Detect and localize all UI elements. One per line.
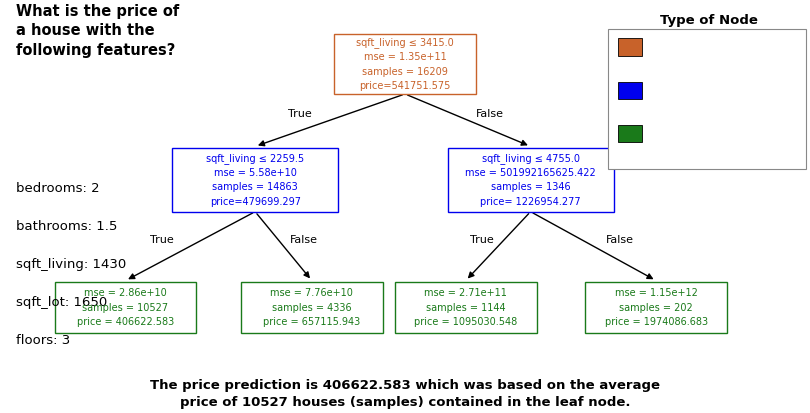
- FancyBboxPatch shape: [172, 148, 339, 211]
- Text: False: False: [606, 235, 633, 244]
- Text: Type of Node: Type of Node: [660, 14, 757, 27]
- Text: sqft_living ≤ 4755.0
mse = 501992165625.422
samples = 1346
price= 1226954.277: sqft_living ≤ 4755.0 mse = 501992165625.…: [465, 152, 596, 207]
- Text: Decision Node: Decision Node: [648, 84, 728, 94]
- Text: False: False: [290, 235, 318, 244]
- Text: The price prediction is 406622.583 which was based on the average
price of 10527: The price prediction is 406622.583 which…: [150, 380, 660, 409]
- Text: What is the price of
a house with the
following features?: What is the price of a house with the fo…: [16, 4, 180, 57]
- FancyBboxPatch shape: [241, 282, 383, 334]
- Text: False: False: [476, 109, 504, 119]
- FancyBboxPatch shape: [618, 82, 642, 99]
- Text: bedrooms: 2: bedrooms: 2: [16, 182, 100, 195]
- FancyBboxPatch shape: [394, 282, 536, 334]
- Text: sqft_lot: 1650: sqft_lot: 1650: [16, 296, 108, 309]
- FancyBboxPatch shape: [54, 282, 196, 334]
- Text: bathrooms: 1.5: bathrooms: 1.5: [16, 220, 117, 233]
- Text: Leaf/Terminal Node: Leaf/Terminal Node: [648, 128, 756, 138]
- FancyBboxPatch shape: [585, 282, 727, 334]
- Text: mse = 1.15e+12
samples = 202
price = 1974086.683: mse = 1.15e+12 samples = 202 price = 197…: [604, 288, 708, 327]
- Text: True: True: [470, 235, 494, 244]
- Text: mse = 2.86e+10
samples = 10527
price = 406622.583: mse = 2.86e+10 samples = 10527 price = 4…: [77, 288, 174, 327]
- FancyBboxPatch shape: [334, 34, 476, 94]
- Text: True: True: [288, 109, 312, 119]
- Text: floors: 3: floors: 3: [16, 334, 70, 347]
- FancyBboxPatch shape: [608, 29, 806, 169]
- Text: sqft_living ≤ 3415.0
mse = 1.35e+11
samples = 16209
price=541751.575: sqft_living ≤ 3415.0 mse = 1.35e+11 samp…: [356, 37, 454, 91]
- Text: sqft_living ≤ 2259.5
mse = 5.58e+10
samples = 14863
price=479699.297: sqft_living ≤ 2259.5 mse = 5.58e+10 samp…: [206, 152, 305, 207]
- Text: Root + Decision Node: Root + Decision Node: [648, 41, 769, 51]
- Text: mse = 7.76e+10
samples = 4336
price = 657115.943: mse = 7.76e+10 samples = 4336 price = 65…: [263, 288, 360, 327]
- FancyBboxPatch shape: [618, 38, 642, 56]
- Text: True: True: [150, 235, 174, 244]
- Text: sqft_living: 1430: sqft_living: 1430: [16, 258, 126, 271]
- FancyBboxPatch shape: [447, 148, 614, 211]
- FancyBboxPatch shape: [618, 125, 642, 142]
- Text: mse = 2.71e+11
samples = 1144
price = 1095030.548: mse = 2.71e+11 samples = 1144 price = 10…: [414, 288, 518, 327]
